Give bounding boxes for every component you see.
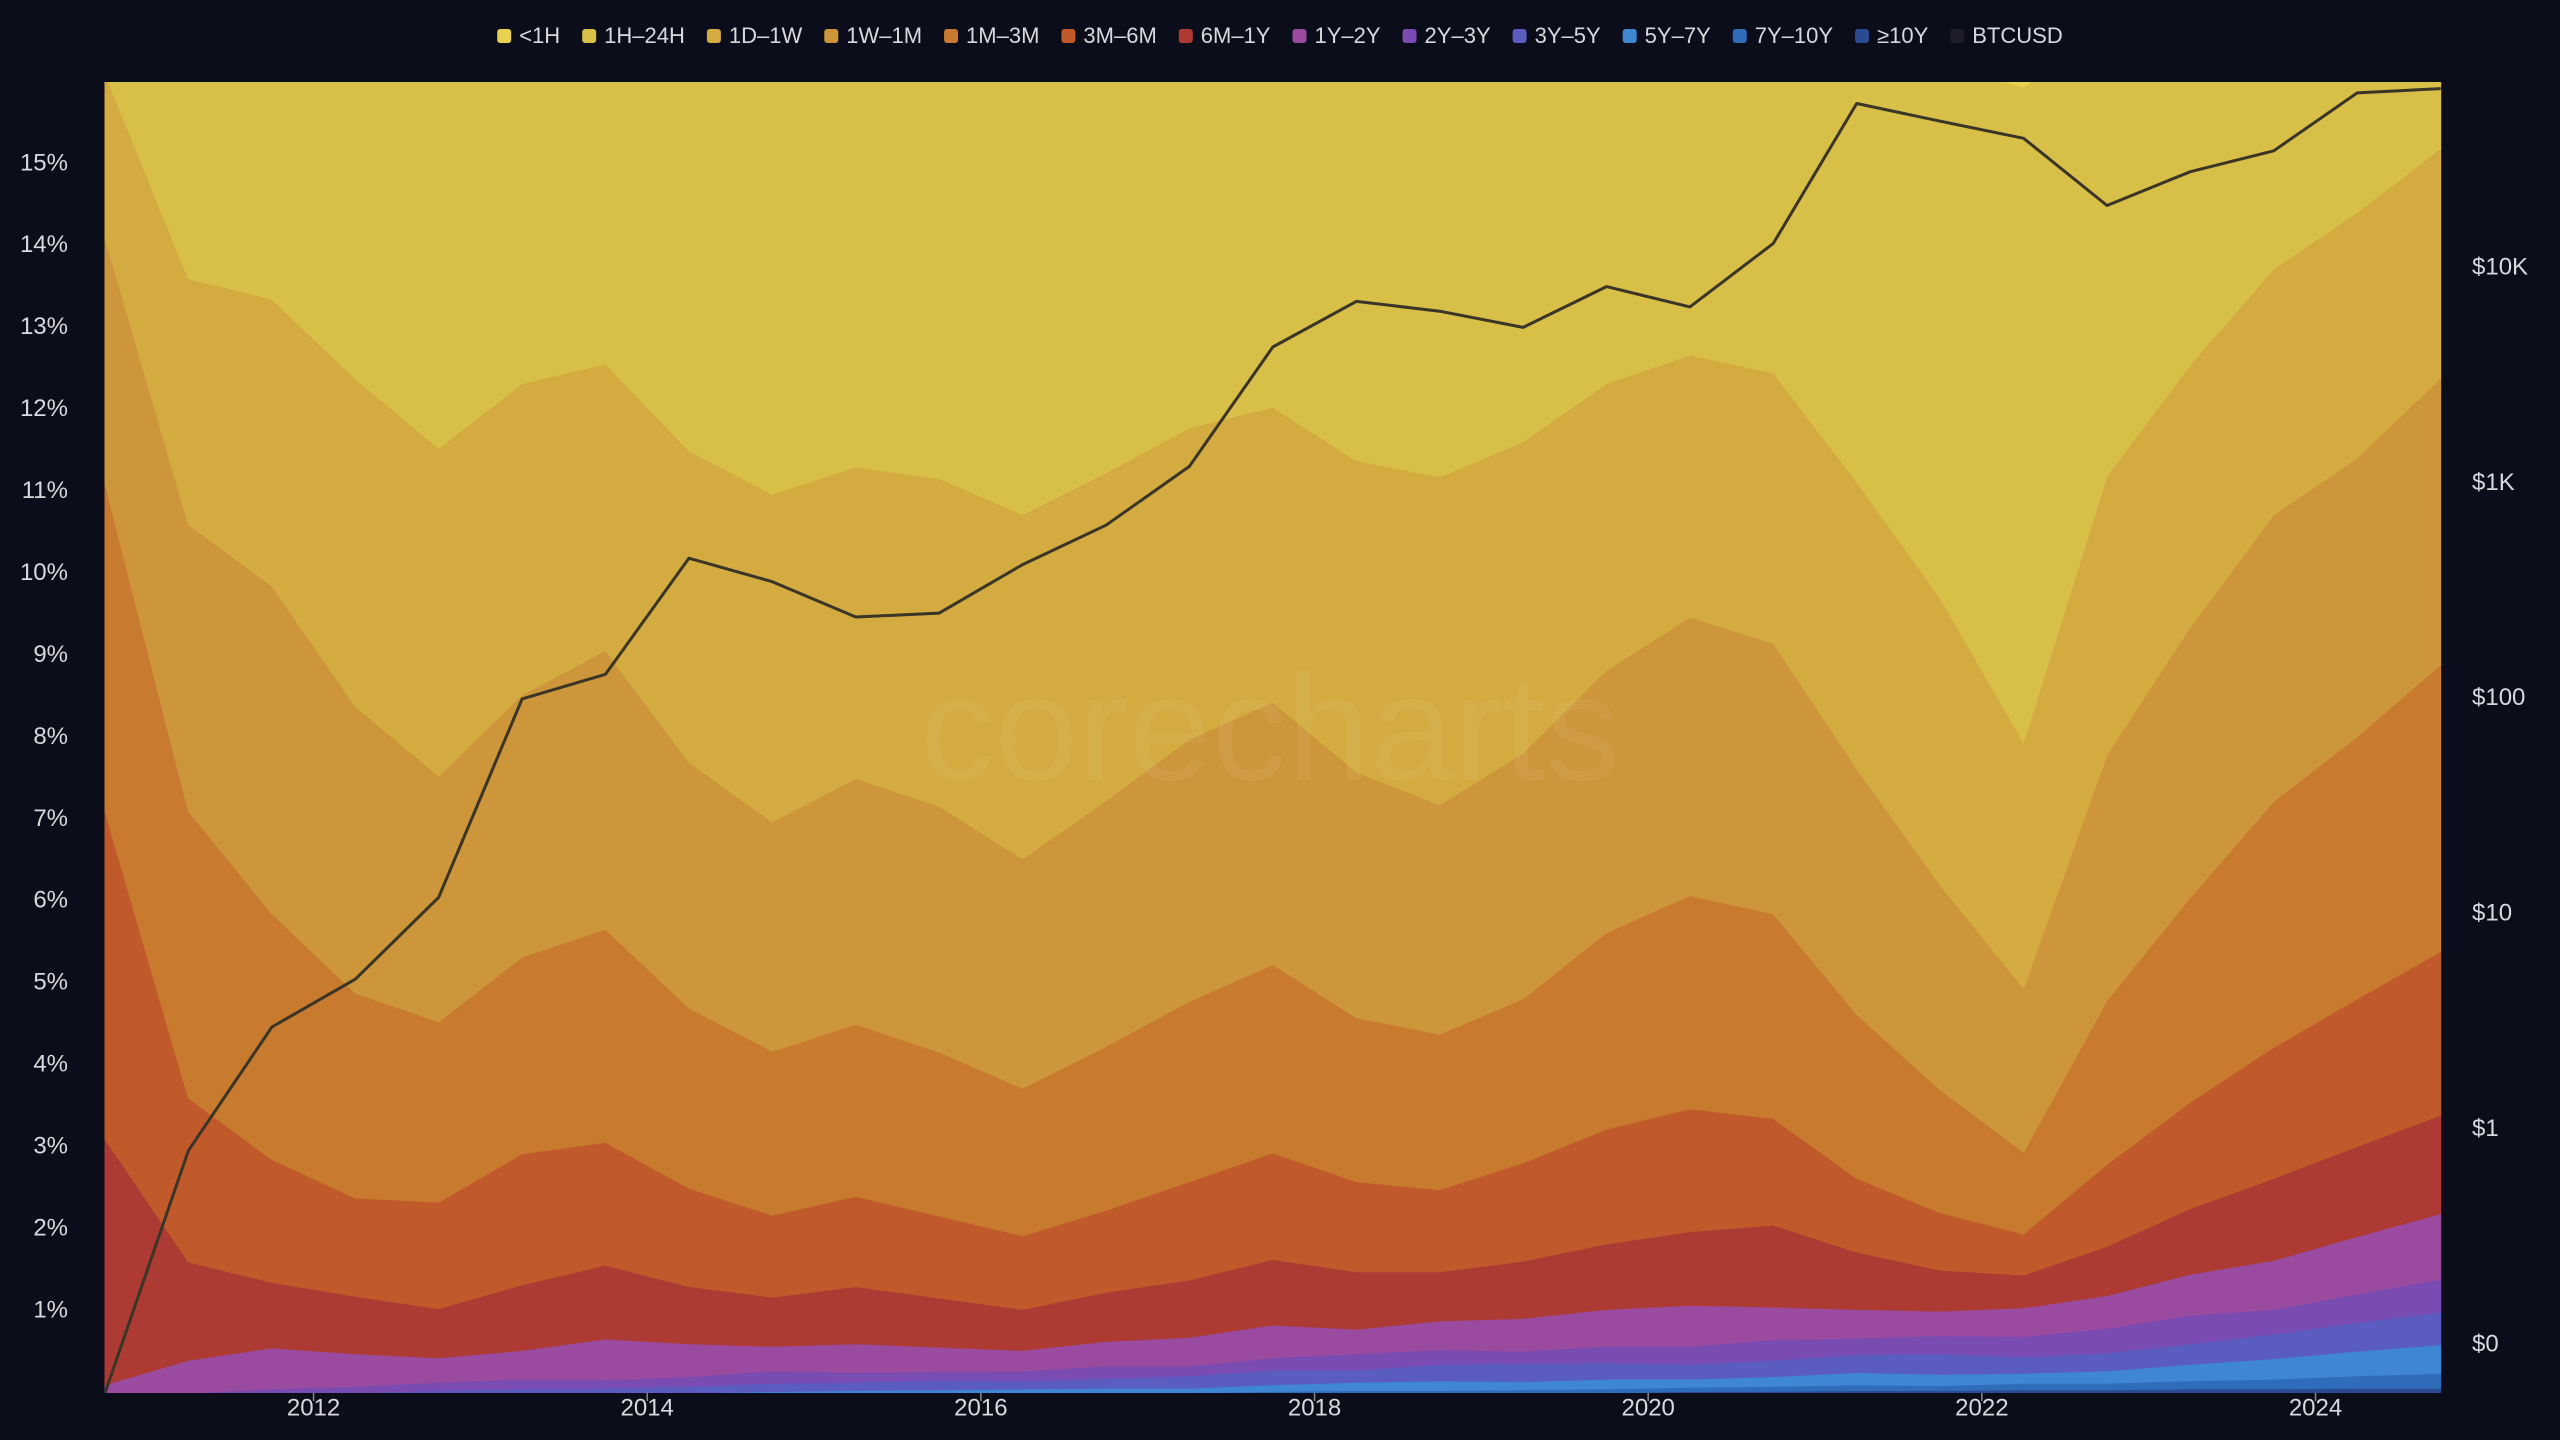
legend-label: 1D–1W	[729, 23, 803, 48]
legend-swatch	[706, 29, 721, 43]
y2-tick-label: $0	[2472, 1331, 2499, 1358]
y-tick-label: 12%	[20, 395, 68, 422]
legend: <1H 1H–24H 1D–1W 1W–1M 1M–3M 3M–6M 6M–1Y 1Y–2Y 2…	[497, 23, 2063, 48]
legend-label: 6M–1Y	[1201, 23, 1271, 48]
x-tick-label: 2022	[1955, 1394, 2008, 1421]
x-tick-label: 2016	[954, 1394, 1007, 1421]
y-tick-label: 13%	[20, 313, 68, 340]
y-tick-label: 7%	[33, 805, 68, 832]
x-tick-label: 2024	[2289, 1394, 2342, 1421]
legend-swatch	[1855, 29, 1870, 43]
y-tick-label: 6%	[33, 887, 68, 914]
y-tick-label: 8%	[33, 723, 68, 750]
legend-label: <1H	[519, 23, 560, 48]
y2-tick-label: $10	[2472, 900, 2512, 927]
legend-swatch	[944, 29, 959, 43]
legend-swatch	[1178, 29, 1193, 43]
plot-area	[103, 82, 2442, 1393]
area	[107, 82, 2442, 744]
legend-label: 7Y–10Y	[1755, 23, 1834, 48]
legend-swatch	[1402, 29, 1417, 43]
legend-swatch	[1622, 29, 1637, 43]
legend-swatch	[1950, 29, 1965, 43]
x-tick-label: 2018	[1288, 1394, 1341, 1421]
area	[2002, 82, 2032, 88]
y2-tick-label: $1	[2472, 1115, 2499, 1142]
y-tick-label: 11%	[22, 477, 68, 504]
watermark: corecharts	[920, 644, 1620, 812]
y-tick-label: 10%	[20, 559, 68, 586]
legend-swatch	[1061, 29, 1076, 43]
y-tick-label: 14%	[20, 231, 68, 258]
y2-tick-label: $100	[2472, 684, 2525, 711]
legend-swatch	[1732, 29, 1747, 43]
y-tick-label: 2%	[33, 1214, 68, 1241]
y2-tick-label: $1K	[2472, 469, 2515, 496]
line	[103, 87, 2441, 1393]
area	[105, 1387, 2442, 1393]
legend-label: 1Y–2Y	[1314, 23, 1380, 48]
legend-label: 2Y–3Y	[1425, 23, 1491, 48]
legend-label: 3M–6M	[1083, 23, 1156, 48]
y-tick-label: 4%	[33, 1051, 68, 1078]
legend-label: ≥10Y	[1877, 23, 1929, 48]
area	[105, 1372, 2442, 1393]
legend-swatch	[824, 29, 839, 43]
y-tick-label: 3%	[33, 1133, 68, 1160]
x-tick-label: 2014	[621, 1394, 674, 1421]
legend-label: 3Y–5Y	[1535, 23, 1601, 48]
legend-label: 5Y–7Y	[1645, 23, 1711, 48]
legend-label: BTCUSD	[1972, 23, 2062, 48]
x-tick-label: 2020	[1622, 1394, 1675, 1421]
legend-label: 1M–3M	[966, 23, 1039, 48]
y-tick-label: 9%	[33, 641, 68, 668]
legend-swatch	[1292, 29, 1307, 43]
y-tick-label: 5%	[33, 969, 68, 996]
legend-swatch	[1512, 29, 1527, 43]
legend-swatch	[497, 29, 512, 43]
legend-label: 1W–1M	[846, 23, 922, 48]
x-tick-label: 2012	[287, 1394, 340, 1421]
y-tick-label: 1%	[33, 1296, 68, 1323]
legend-swatch	[582, 29, 597, 43]
y2-tick-label: $10K	[2472, 253, 2528, 280]
legend-label: 1H–24H	[604, 23, 685, 48]
y-tick-label: 15%	[20, 149, 68, 176]
